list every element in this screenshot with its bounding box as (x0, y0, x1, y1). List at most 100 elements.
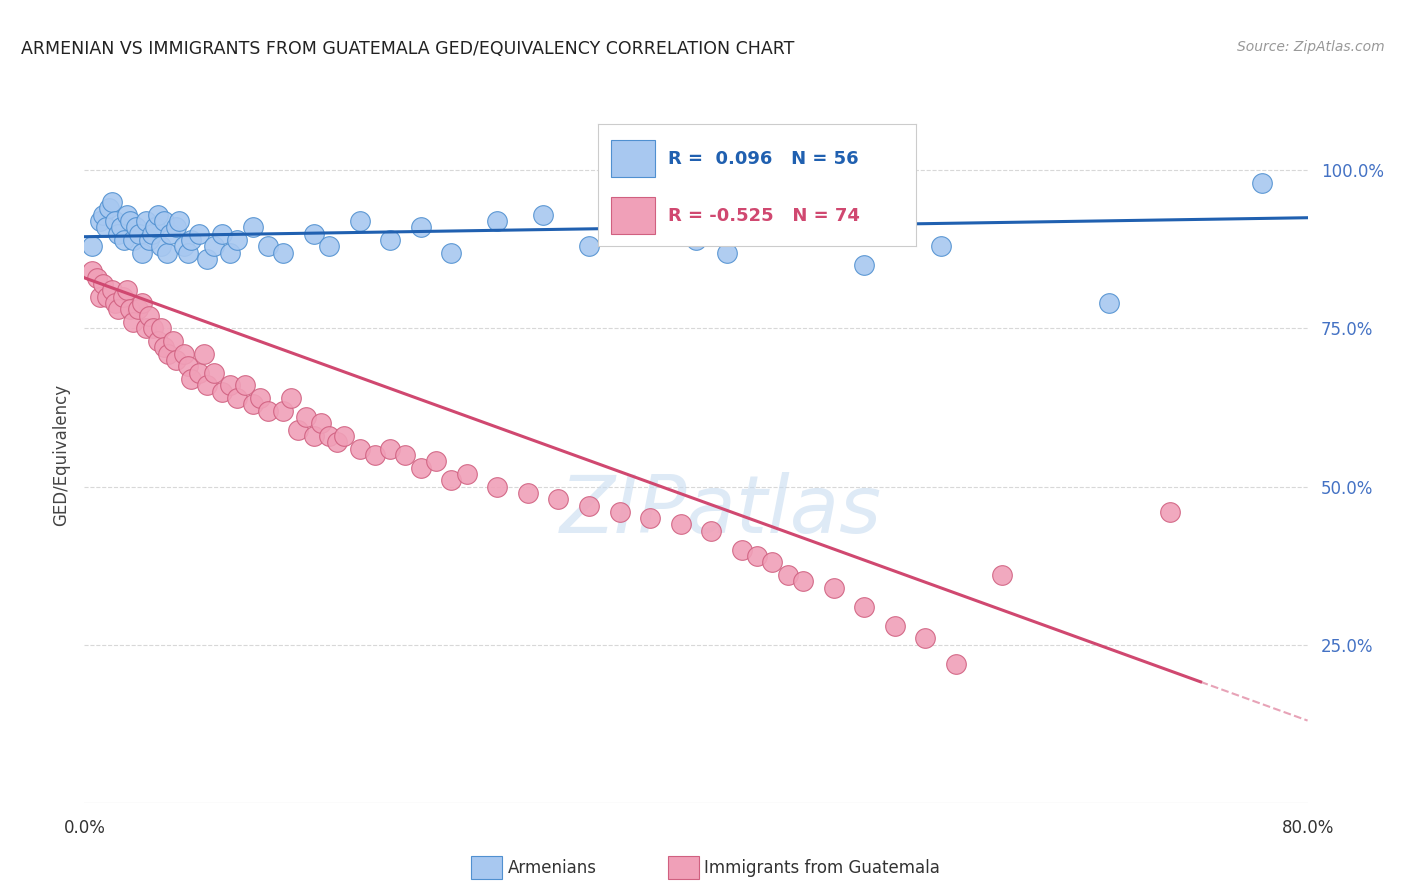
Text: Immigrants from Guatemala: Immigrants from Guatemala (704, 859, 941, 877)
Point (486, 214, 509, 228)
Point (153, 214, 176, 228)
Point (638, 511, 661, 525)
Point (115, 284, 138, 298)
Point (195, 378, 218, 392)
Point (180, 372, 202, 386)
Point (156, 245, 179, 260)
Point (295, 409, 318, 424)
Point (349, 214, 371, 228)
Point (127, 302, 149, 317)
Point (409, 220, 432, 235)
Point (440, 245, 463, 260)
Y-axis label: GED/Equivalency: GED/Equivalency (52, 384, 70, 526)
Point (157, 347, 180, 361)
Point (111, 290, 134, 304)
Point (716, 245, 738, 260)
Point (486, 479, 509, 493)
Point (364, 448, 387, 462)
Point (669, 517, 692, 532)
Point (138, 309, 160, 323)
Point (349, 442, 371, 456)
Point (280, 391, 302, 405)
Point (311, 417, 333, 431)
Point (409, 460, 432, 475)
Point (333, 429, 356, 443)
Point (318, 239, 340, 253)
Point (685, 233, 707, 247)
Point (456, 467, 478, 481)
Point (1159, 505, 1181, 519)
Point (138, 233, 160, 247)
Point (146, 208, 169, 222)
Point (325, 435, 347, 450)
Point (107, 227, 129, 241)
Point (929, 239, 952, 253)
Point (287, 423, 309, 437)
Point (249, 391, 271, 405)
Point (177, 359, 200, 374)
Point (700, 524, 723, 538)
Point (149, 321, 172, 335)
Point (80, 264, 103, 278)
Point (531, 208, 554, 222)
Point (547, 492, 569, 507)
Text: ARMENIAN VS IMMIGRANTS FROM GUATEMALA GED/EQUIVALENCY CORRELATION CHART: ARMENIAN VS IMMIGRANTS FROM GUATEMALA GE… (21, 40, 794, 58)
Point (107, 302, 129, 317)
Point (853, 599, 876, 614)
Point (731, 542, 754, 557)
Point (91, 208, 114, 222)
Point (883, 618, 905, 632)
Point (1250, 176, 1272, 190)
Point (318, 429, 340, 443)
Point (202, 366, 225, 380)
Point (177, 245, 200, 260)
Point (101, 284, 124, 298)
Point (146, 334, 169, 348)
Point (516, 486, 538, 500)
Point (80, 239, 103, 253)
Point (120, 214, 142, 228)
Point (141, 227, 163, 241)
Text: Source: ZipAtlas.com: Source: ZipAtlas.com (1237, 40, 1385, 54)
Point (776, 568, 799, 582)
Point (226, 391, 249, 405)
Point (96, 290, 118, 304)
Point (165, 353, 187, 368)
Point (853, 258, 876, 272)
Point (122, 233, 145, 247)
Point (115, 208, 138, 222)
Point (242, 220, 264, 235)
Point (211, 384, 233, 399)
Point (104, 296, 127, 310)
Point (159, 227, 181, 241)
Point (110, 220, 132, 235)
Point (218, 245, 240, 260)
Point (122, 315, 145, 329)
Point (578, 239, 600, 253)
Point (914, 632, 936, 646)
Point (242, 397, 264, 411)
Point (173, 239, 195, 253)
Point (193, 347, 215, 361)
Point (394, 448, 416, 462)
Point (302, 227, 325, 241)
Point (131, 296, 153, 310)
Point (162, 334, 184, 348)
Point (945, 657, 967, 671)
Point (761, 227, 783, 241)
Point (104, 214, 127, 228)
Point (135, 321, 157, 335)
Point (218, 378, 240, 392)
Point (143, 220, 166, 235)
Point (153, 340, 176, 354)
Point (167, 214, 190, 228)
Point (195, 252, 218, 266)
Point (180, 233, 202, 247)
Point (112, 233, 135, 247)
Point (302, 429, 325, 443)
Point (120, 302, 142, 317)
Point (761, 556, 783, 570)
Point (97, 201, 120, 215)
Point (425, 454, 447, 468)
Point (226, 233, 249, 247)
